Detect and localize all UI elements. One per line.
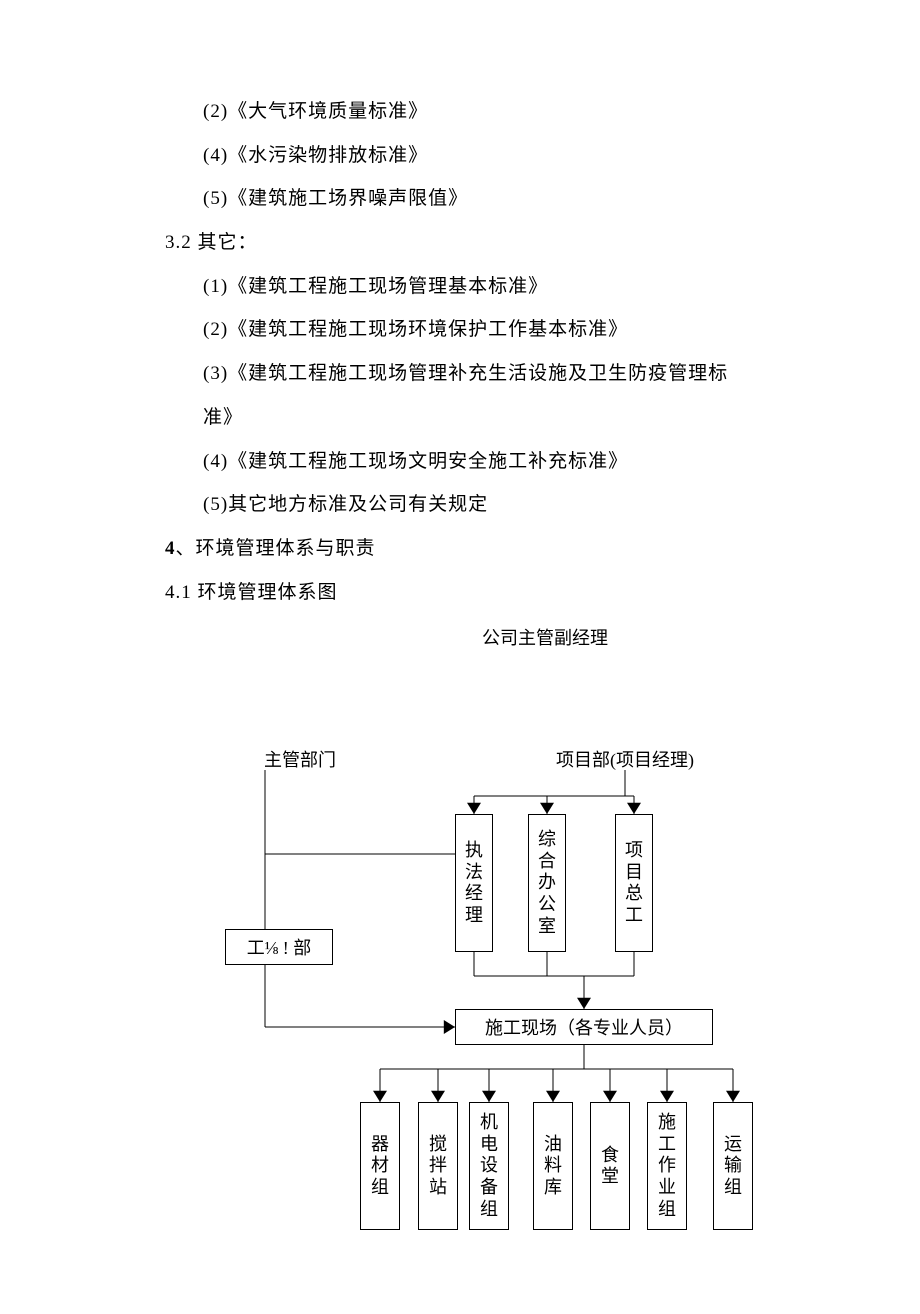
org-chart: 公司主管副经理主管部门 项目部(项目经理) 执法经理综合办公室 项目总工施工现场（各专… [165, 624, 765, 1274]
bottom-box: 食堂 [590, 1102, 630, 1230]
section-4-number: 4 [165, 538, 176, 559]
chart-label: 项目部(项目经理) [525, 746, 725, 772]
bottom-box: 运输组 [713, 1102, 753, 1230]
list-item: (5)《建筑施工场界噪声限值》 [165, 177, 755, 221]
chart-label: 公司主管副经理 [465, 624, 625, 650]
list-item: (2)《建筑工程施工现场环境保护工作基本标准》 [165, 308, 755, 352]
bottom-box: 搅拌站 [418, 1102, 458, 1230]
bottom-box: 机电设备组 [469, 1102, 509, 1230]
list-item: (2)《大气环境质量标准》 [165, 90, 755, 134]
list-item: (4)《水污染物排放标准》 [165, 134, 755, 178]
site-box: 施工现场（各专业人员） [455, 1009, 713, 1045]
section-4-title: 、环境管理体系与职责 [176, 538, 376, 559]
mid-box: 综合办公室 [528, 814, 566, 952]
list-item: (1)《建筑工程施工现场管理基本标准》 [165, 265, 755, 309]
bottom-box: 器材组 [360, 1102, 400, 1230]
document-page: (2)《大气环境质量标准》 (4)《水污染物排放标准》 (5)《建筑施工场界噪声… [0, 0, 920, 1314]
list-item: (4)《建筑工程施工现场文明安全施工补充标准》 [165, 440, 755, 484]
section-4-heading: 4、环境管理体系与职责 [165, 527, 755, 571]
bottom-box: 油料库 [533, 1102, 573, 1230]
section-4-1-heading: 4.1 环境管理体系图 [165, 571, 755, 615]
list-item: (3)《建筑工程施工现场管理补充生活设施及卫生防疫管理标准》 [165, 352, 755, 439]
chart-label: 主管部门 [240, 746, 360, 772]
left-dept-box: 工⅛ ! 部 [225, 929, 333, 965]
bottom-box: 施工作业组 [647, 1102, 687, 1230]
section-3-2-heading: 3.2 其它： [165, 221, 755, 265]
mid-box: 项目总工 [615, 814, 653, 952]
mid-box: 执法经理 [455, 814, 493, 952]
list-item: (5)其它地方标准及公司有关规定 [165, 483, 755, 527]
